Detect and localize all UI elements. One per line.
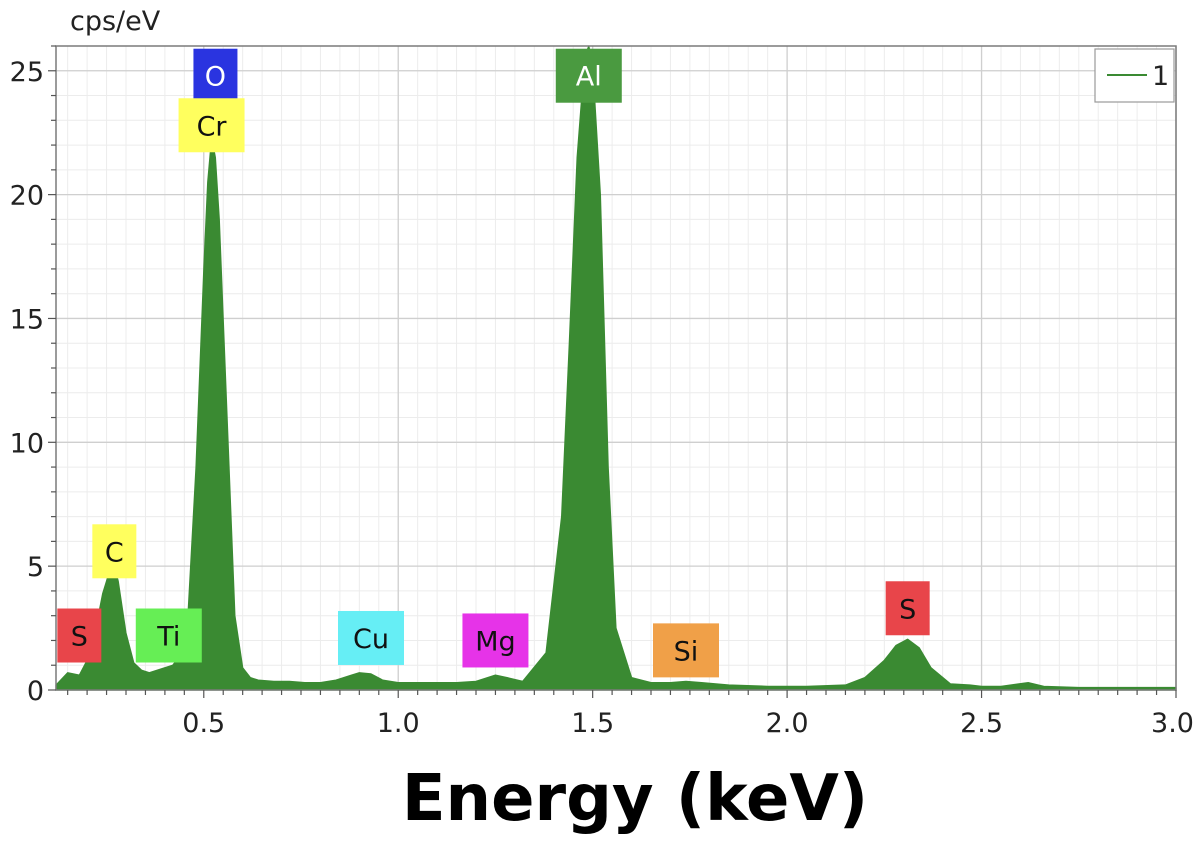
y-tick-label: 25 — [10, 57, 44, 88]
peak-label-text: Si — [674, 636, 699, 667]
y-tick-label: 20 — [10, 181, 44, 212]
peak-label: Cu — [338, 610, 404, 665]
peak-label: S — [885, 581, 930, 636]
peak-label: Cr — [178, 98, 245, 153]
peak-label: C — [92, 524, 137, 579]
peak-label: S — [57, 608, 102, 663]
legend-entry-label: 1 — [1152, 61, 1169, 92]
peak-label-box — [885, 581, 930, 636]
peak-label-box — [178, 98, 245, 153]
peak-label-text: Mg — [475, 626, 515, 657]
peak-label-box — [193, 48, 238, 103]
peak-label: O — [193, 48, 238, 103]
y-axis-label: cps/eV — [70, 6, 161, 37]
peak-label-box — [555, 48, 622, 103]
peak-label-text: Cr — [197, 111, 228, 142]
y-tick-label: 10 — [10, 428, 44, 459]
x-axis-label: Energy (keV) — [402, 762, 868, 836]
peak-label-text: C — [105, 537, 124, 568]
x-tick-label: 3.0 — [1151, 708, 1194, 739]
peak-label-text: S — [71, 622, 88, 653]
y-tick-labels: 0 5 10 15 20 25 — [10, 57, 44, 707]
x-tick-label: 1.5 — [571, 708, 614, 739]
y-tick-label: 5 — [27, 552, 44, 583]
x-tick-label: 2.5 — [960, 708, 1003, 739]
peak-label-box — [462, 613, 529, 668]
x-tick-labels: 0.5 1.0 1.5 2.0 2.5 3.0 — [182, 708, 1194, 739]
peak-label: Mg — [462, 613, 529, 668]
peak-label: Si — [653, 623, 719, 678]
legend: 1 — [1094, 48, 1175, 103]
axis-ticks — [48, 45, 1177, 698]
peak-label: Al — [555, 48, 622, 103]
peak-label-box — [57, 608, 102, 663]
peak-label-text: S — [899, 594, 916, 625]
peak-label-box — [338, 610, 404, 665]
peak-label: Ti — [135, 608, 202, 663]
x-tick-label: 1.0 — [377, 708, 420, 739]
y-tick-label: 0 — [27, 676, 44, 707]
peak-labels: S C Ti O Cr Cu Mg Al Si S — [57, 48, 930, 678]
x-tick-label: 2.0 — [766, 708, 809, 739]
peak-label-text: Ti — [156, 622, 180, 653]
peak-label-text: Al — [576, 62, 602, 93]
peak-label-box — [135, 608, 202, 663]
peak-label-box — [653, 623, 719, 678]
x-tick-label: 0.5 — [182, 708, 225, 739]
y-tick-label: 15 — [10, 304, 44, 335]
peak-label-box — [92, 524, 137, 579]
peak-label-text: Cu — [353, 624, 389, 655]
spectrum-area — [55, 45, 1177, 691]
peak-label-text: O — [205, 62, 226, 93]
